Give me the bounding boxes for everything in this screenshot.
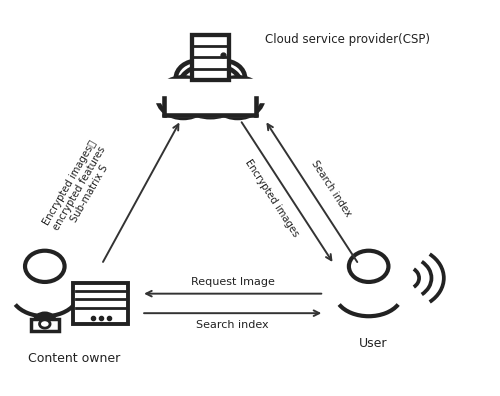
Text: User: User	[360, 337, 388, 350]
Text: Encrypted images: Encrypted images	[244, 158, 301, 238]
Bar	[31, 319, 58, 331]
Bar	[166, 102, 255, 116]
Bar	[192, 35, 229, 80]
Circle shape	[200, 61, 245, 96]
Bar	[74, 283, 128, 324]
Circle shape	[212, 77, 264, 118]
Bar	[151, 79, 270, 102]
Text: Encrypted images，
encrypted features
Sub-matrix S: Encrypted images， encrypted features Sub…	[41, 138, 118, 238]
Text: Content owner: Content owner	[28, 352, 120, 365]
Circle shape	[25, 251, 64, 282]
Text: Search index: Search index	[310, 158, 354, 218]
Circle shape	[349, 251, 389, 282]
Circle shape	[158, 77, 209, 118]
Text: Cloud service provider(CSP): Cloud service provider(CSP)	[265, 33, 430, 46]
Text: Request Image: Request Image	[191, 277, 274, 287]
Text: Search index: Search index	[196, 320, 269, 330]
Circle shape	[176, 61, 220, 96]
Circle shape	[177, 64, 244, 117]
Circle shape	[40, 320, 50, 328]
